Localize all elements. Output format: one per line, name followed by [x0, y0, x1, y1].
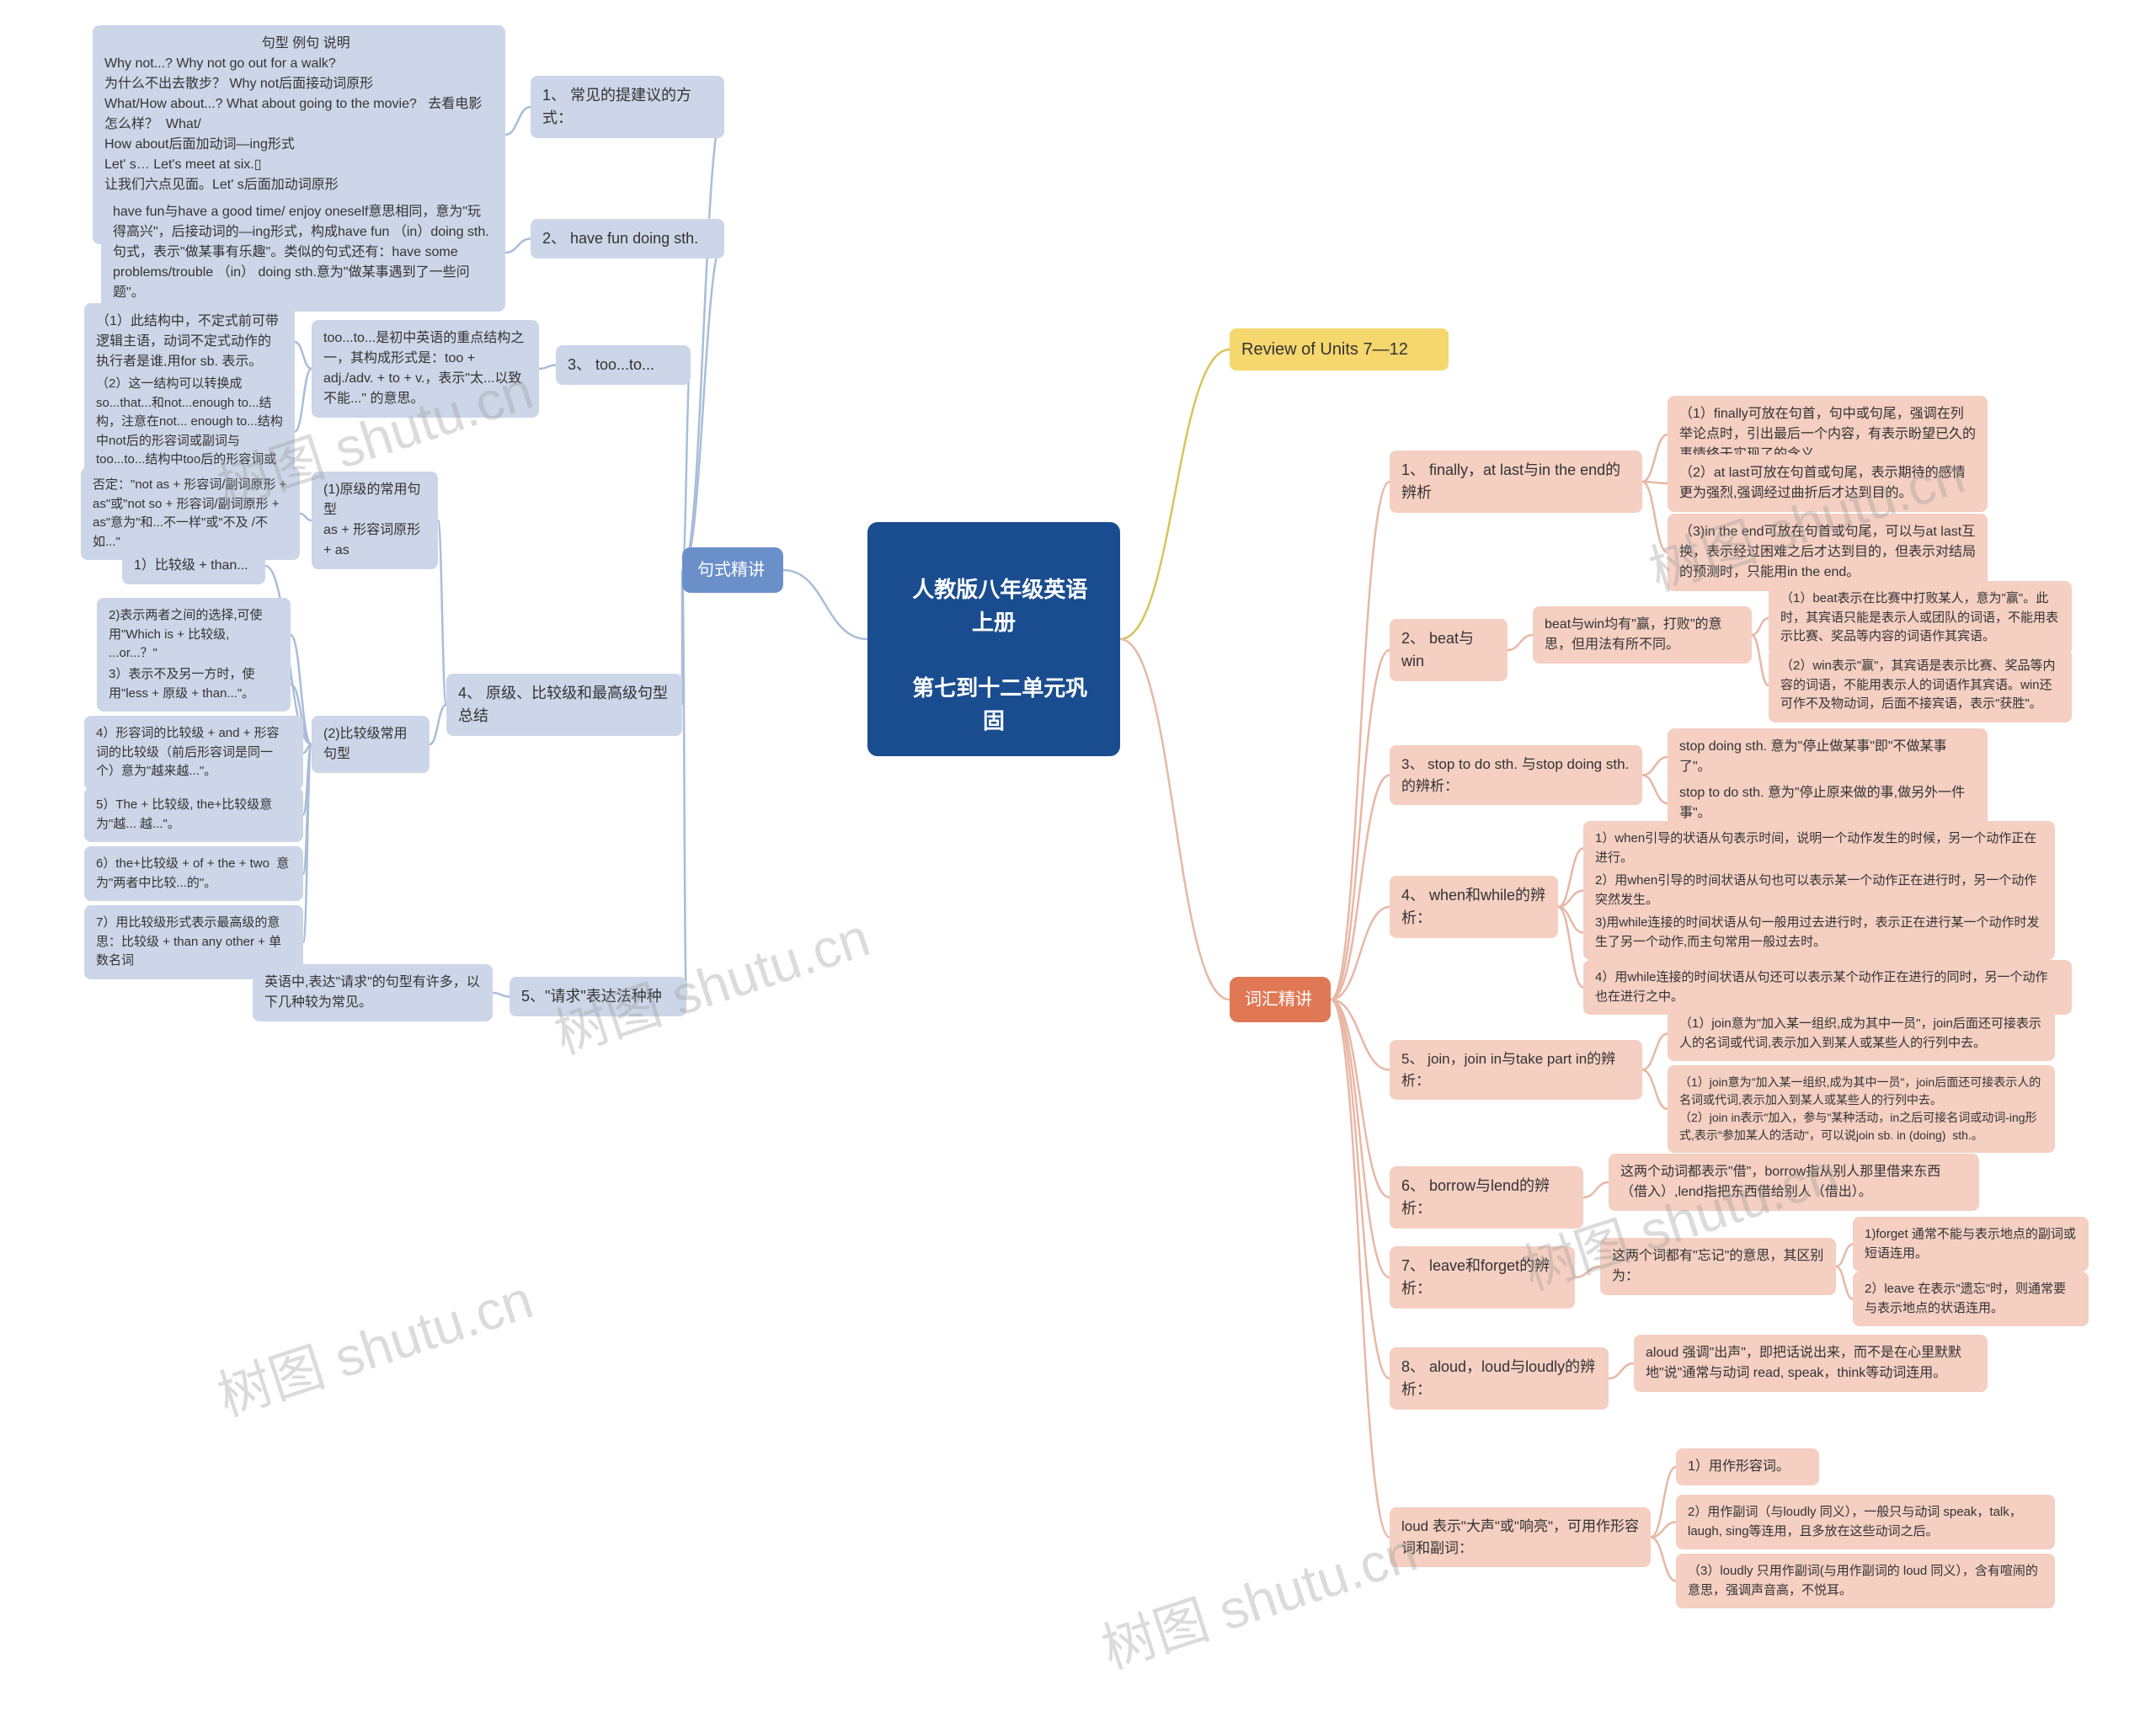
s4-g2-d5: 5）The + 比较级, the+比较级意为"越... 越..."。: [84, 787, 303, 842]
s1-label: 1、 常见的提建议的方式：: [531, 76, 724, 138]
watermark: 树图 shutu.cn: [1091, 1509, 1425, 1683]
v2-mid: beat与win均有"赢，打败"的意思，但用法有所不同。: [1533, 606, 1752, 664]
v4-label: 4、 when和while的辨析：: [1390, 876, 1558, 938]
v5-label: 5、 join，join in与take part in的辨析：: [1390, 1040, 1642, 1100]
s4-g2-d6: 6）the+比较级 + of + the + two 意为"两者中比较...的"…: [84, 846, 303, 901]
v3-label: 3、 stop to do sth. 与stop doing sth.的辨析：: [1390, 745, 1642, 805]
v7-d2: 2）leave 在表示"遗忘"时，则通常要与表示地点的状语连用。: [1853, 1272, 2089, 1326]
v6-label: 6、 borrow与lend的辨析：: [1390, 1166, 1583, 1229]
s4-g2-d3: 3）表示不及另一方时，使用"less + 原级 + than..."。: [97, 657, 291, 712]
v1-d2: （2）at last可放在句首或句尾，表示期待的感情更为强烈,强调经过曲折后才达…: [1668, 455, 1988, 512]
s3-mid: too...to...是初中英语的重点结构之一，其构成形式是：too + adj…: [312, 320, 539, 418]
v8-ld3: （3）loudly 只用作副词(与用作副词的 loud 同义），含有喧闹的意思，…: [1676, 1554, 2055, 1608]
s5-detail: 英语中,表达"请求"的句型有许多，以下几种较为常见。: [253, 964, 493, 1021]
v2-d2: （2）win表示"赢"，其宾语是表示比赛、奖品等内容的词语，不能用表示人的词语作…: [1769, 648, 2072, 723]
v7-mid: 这两个词都有"忘记"的意思，其区别为：: [1600, 1238, 1836, 1295]
v6-d1: 这两个动词都表示"借"，borrow指从别人那里借来东西（借入）,lend指把东…: [1609, 1154, 1979, 1211]
s4-g1-d1: 否定："not as + 形容词/副词原形 + as"或"not so + 形容…: [81, 467, 300, 560]
watermark: 树图 shutu.cn: [206, 1256, 541, 1431]
v8-label: 8、 aloud，loud与loudly的辨析：: [1390, 1347, 1609, 1410]
v4-d3: 3)用while连接的时间状语从句一般用过去进行时，表示正在进行某一个动作时发生…: [1583, 905, 2055, 960]
s3-label: 3、 too...to...: [556, 345, 691, 385]
s4-g2: (2)比较级常用句型: [312, 716, 430, 773]
v8-mid: aloud 强调"出声"，即把话说出来，而不是在心里默默地"说"通常与动词 re…: [1634, 1335, 1988, 1392]
branch-review: Review of Units 7—12: [1230, 328, 1449, 371]
s2-detail: have fun与have a good time/ enjoy oneself…: [101, 194, 505, 312]
root-line2: 第七到十二单元巩固: [912, 675, 1087, 733]
v1-label: 1、 finally，at last与in the end的辨析: [1390, 451, 1642, 513]
root-node: 人教版八年级英语上册 第七到十二单元巩固: [867, 522, 1120, 756]
s4-g2-d4: 4）形容词的比较级 + and + 形容词的比较级（前后形容词是同一个）意为"越…: [84, 716, 303, 790]
v8-ld1: 1）用作形容词。: [1676, 1448, 1819, 1485]
v1-d3: （3)in the end可放在句首或句尾，可以与at last互换，表示经过困…: [1668, 514, 1988, 591]
s4-g2-d1: 1）比较级 + than...: [122, 547, 265, 584]
s4-g1: (1)原级的常用句型 as + 形容词原形 + as: [312, 472, 438, 569]
v8-loud: loud 表示"大声"或"响亮"，可用作形容词和副词：: [1390, 1507, 1651, 1567]
v2-label: 2、 beat与win: [1390, 619, 1508, 681]
s2-label: 2、 have fun doing sth.: [531, 219, 724, 259]
branch-vocab: 词汇精讲: [1230, 977, 1331, 1022]
root-line1: 人教版八年级英语上册: [912, 577, 1087, 635]
s4-label: 4、 原级、比较级和最高级句型总结: [446, 674, 682, 736]
branch-sentence: 句式精讲: [682, 547, 783, 593]
v5-d1: （1）join意为"加入某一组织,成为其中一员"，join后面还可接表示人的名词…: [1668, 1006, 2055, 1061]
v8-ld2: 2）用作副词（与loudly 同义），一般只与动词 speak，talk，lau…: [1676, 1495, 2055, 1549]
v2-d1: （1）beat表示在比赛中打败某人，意为"赢"。此时，其宾语只能是表示人或团队的…: [1769, 581, 2072, 655]
s5-label: 5、"请求"表达法种种: [510, 977, 686, 1016]
v7-d1: 1)forget 通常不能与表示地点的副词或短语连用。: [1853, 1217, 2089, 1272]
v7-label: 7、 leave和forget的辨析：: [1390, 1246, 1575, 1309]
v5-d2: （1）join意为"加入某一组织,成为其中一员"，join后面还可接表示人的名词…: [1668, 1065, 2055, 1153]
